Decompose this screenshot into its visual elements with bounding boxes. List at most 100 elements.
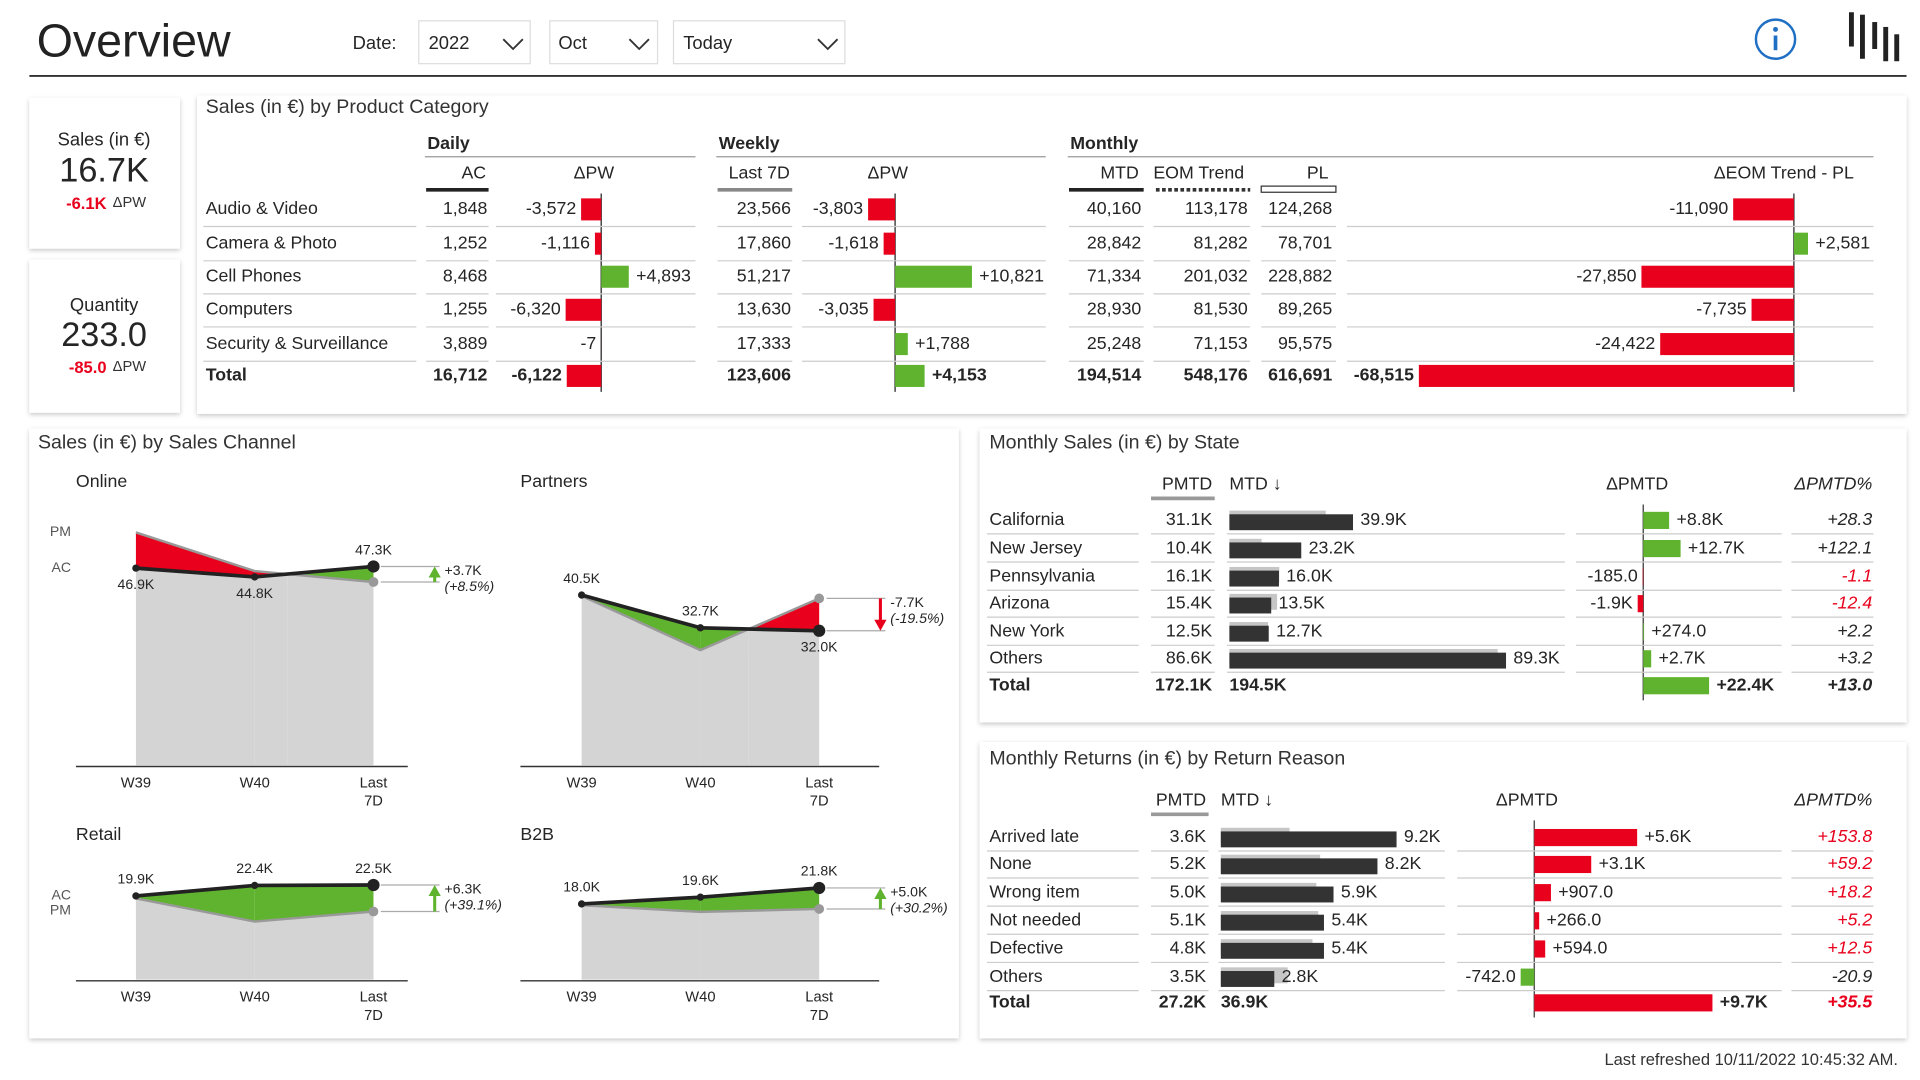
cell: 81,530 bbox=[1193, 298, 1247, 318]
dropdown[interactable]: Oct bbox=[549, 20, 659, 65]
column-header: ΔEOM Trend - PL bbox=[1714, 163, 1854, 183]
variance-bar bbox=[895, 265, 972, 288]
delta-arrowhead bbox=[874, 619, 887, 631]
base-area bbox=[748, 629, 820, 766]
chevron[interactable] bbox=[502, 38, 524, 51]
chart-title: B2B bbox=[520, 824, 554, 844]
kpi-label: Sales (in €) bbox=[58, 129, 151, 150]
row-label: Computers bbox=[206, 298, 293, 318]
chart-title: Retail bbox=[76, 824, 121, 844]
cell: 5.0K bbox=[1170, 881, 1207, 901]
pm-point bbox=[814, 593, 825, 604]
dropdown-value[interactable]: Today bbox=[683, 32, 733, 53]
logo-bar bbox=[1860, 14, 1865, 59]
ac-point bbox=[367, 878, 380, 892]
cell: 10.4K bbox=[1166, 537, 1213, 557]
column-header: PL bbox=[1307, 163, 1329, 183]
pct-cell: +12.5 bbox=[1827, 938, 1872, 958]
pct-cell: +13.0 bbox=[1827, 674, 1872, 694]
variance-label: +266.0 bbox=[1547, 910, 1602, 930]
delta-label: +5.0K bbox=[890, 884, 928, 900]
dropdown-box[interactable] bbox=[549, 20, 659, 65]
base-area bbox=[135, 898, 255, 980]
ac-point bbox=[813, 881, 826, 895]
variance-area bbox=[700, 887, 820, 912]
x-tick-label-box: W39 bbox=[567, 774, 597, 791]
mtd-bar bbox=[1220, 914, 1324, 931]
cell: 27.2K bbox=[1159, 992, 1207, 1012]
row-label: Wrong item bbox=[989, 881, 1079, 901]
bar-label: 5.4K bbox=[1331, 910, 1368, 930]
series-line bbox=[581, 594, 820, 652]
dropdown-box[interactable] bbox=[418, 20, 531, 65]
row-label: Total bbox=[206, 365, 247, 385]
dropdown[interactable]: Today bbox=[672, 20, 846, 65]
bar-label: 13.5K bbox=[1279, 592, 1326, 612]
ac-point bbox=[251, 881, 259, 890]
variance-label: +22.4K bbox=[1716, 674, 1774, 694]
cell: 16.1K bbox=[1166, 565, 1213, 585]
variance-bar bbox=[1643, 511, 1670, 529]
value-label: 46.9K bbox=[118, 576, 155, 592]
variance-label: +10,821 bbox=[979, 265, 1044, 285]
dropdown-value[interactable]: Oct bbox=[558, 32, 587, 53]
bar-label: 5.4K bbox=[1331, 938, 1368, 958]
kpi-delta-label: ΔPW bbox=[113, 359, 147, 375]
variance-label: +9.7K bbox=[1720, 992, 1768, 1012]
x-tick-label: W39 bbox=[566, 988, 597, 1006]
bar-label: 9.2K bbox=[1404, 826, 1441, 846]
cell: 123,606 bbox=[727, 365, 791, 385]
pct-cell: +59.2 bbox=[1827, 853, 1872, 873]
mtd-bar bbox=[1229, 597, 1272, 614]
info-button[interactable] bbox=[1754, 18, 1797, 60]
mtd-bar bbox=[1229, 542, 1302, 559]
pct-cell: -20.9 bbox=[1832, 966, 1873, 986]
x-tick-label-box: W39 bbox=[120, 773, 152, 792]
cell: 194.5K bbox=[1229, 674, 1286, 694]
cell: 5.2K bbox=[1170, 853, 1207, 873]
chevron[interactable] bbox=[628, 38, 650, 51]
pct-cell: +2.2 bbox=[1837, 621, 1872, 641]
variance-label: -7 bbox=[580, 333, 596, 353]
dropdown-box[interactable] bbox=[672, 20, 846, 65]
chevron[interactable] bbox=[817, 38, 839, 51]
bar-label: 23.2K bbox=[1309, 537, 1356, 557]
kpi-value: 233.0 bbox=[61, 316, 147, 354]
x-tick-label-box: W40 bbox=[240, 988, 270, 1005]
cell: 5.1K bbox=[1170, 910, 1207, 930]
column-header: MTD bbox=[1100, 163, 1138, 183]
row-label: Arrived late bbox=[989, 826, 1079, 846]
x-tick-label: W40 bbox=[685, 773, 716, 792]
ac-point bbox=[132, 892, 140, 900]
variance-bar bbox=[581, 198, 602, 221]
variance-bar bbox=[565, 298, 602, 321]
row-label: New Jersey bbox=[989, 537, 1082, 557]
x-tick-label: W39 bbox=[120, 773, 152, 792]
variance-bar bbox=[1733, 198, 1794, 221]
cell: 13,630 bbox=[737, 298, 791, 318]
variance-bar bbox=[895, 333, 908, 356]
cell: 86.6K bbox=[1166, 647, 1213, 667]
dropdown[interactable]: 2022 bbox=[418, 20, 531, 65]
pct-cell: +153.8 bbox=[1817, 826, 1872, 846]
x-tick-label-box: W39 bbox=[566, 988, 597, 1006]
delta-label: +3.7K bbox=[444, 562, 482, 578]
pct-cell: +18.2 bbox=[1827, 881, 1872, 901]
dropdown-value[interactable]: 2022 bbox=[429, 32, 470, 53]
row-label: Arizona bbox=[989, 592, 1049, 612]
variance-bar bbox=[1534, 884, 1551, 902]
variance-label: -3,803 bbox=[813, 198, 863, 218]
variance-label: -742.0 bbox=[1465, 966, 1515, 986]
info-icon-dot[interactable] bbox=[1773, 26, 1778, 32]
delta-pct: (-19.5%) bbox=[890, 610, 944, 626]
variance-area bbox=[581, 897, 701, 912]
delta-arrowhead bbox=[874, 887, 887, 899]
x-tick-label-box: Last 7D bbox=[360, 774, 388, 810]
value-label: 47.3K bbox=[355, 541, 392, 557]
delta-arrowhead bbox=[428, 885, 441, 897]
kpi-card bbox=[29, 97, 180, 249]
ac-point bbox=[577, 591, 586, 599]
variance-label: +4,153 bbox=[932, 365, 987, 385]
info-icon-stem[interactable] bbox=[1773, 35, 1778, 51]
variance-bar bbox=[1793, 232, 1809, 255]
